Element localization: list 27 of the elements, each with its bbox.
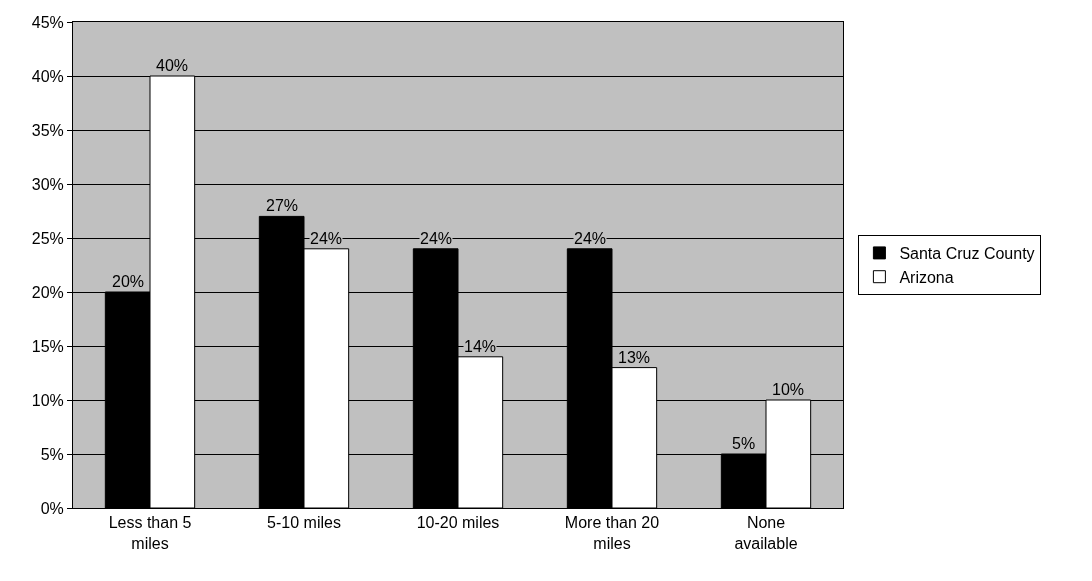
data-label: 14% bbox=[464, 338, 497, 355]
data-label: 40% bbox=[156, 57, 189, 74]
y-tick-label: 5% bbox=[40, 445, 64, 463]
legend-label: Arizona bbox=[899, 268, 954, 286]
x-tick-label: 10-20 miles bbox=[416, 514, 500, 532]
data-label: 27% bbox=[266, 197, 299, 214]
x-tick-label: Less than 5 miles bbox=[108, 514, 192, 552]
y-tick-label: 45% bbox=[31, 13, 64, 31]
data-label: 5% bbox=[732, 435, 756, 452]
data-label: 24% bbox=[574, 230, 607, 247]
y-tick-label: 40% bbox=[31, 67, 64, 85]
data-label: 20% bbox=[112, 273, 145, 290]
x-tick-label: None available bbox=[734, 514, 798, 552]
legend-label: Santa Cruz County bbox=[899, 245, 1035, 263]
y-tick-label: 0% bbox=[40, 499, 64, 517]
y-tick-label: 30% bbox=[31, 175, 64, 193]
data-label: 24% bbox=[310, 230, 343, 247]
data-label: 13% bbox=[618, 349, 651, 366]
y-tick-label: 20% bbox=[31, 283, 64, 301]
y-tick-label: 15% bbox=[31, 337, 64, 355]
x-tick-label: More than 20 miles bbox=[564, 514, 660, 552]
x-tick-label: 5-10 miles bbox=[267, 514, 341, 532]
y-tick-label: 25% bbox=[31, 229, 64, 247]
data-label: 10% bbox=[772, 381, 805, 398]
y-tick-label: 35% bbox=[31, 121, 64, 139]
data-label: 24% bbox=[420, 230, 453, 247]
y-tick-label: 10% bbox=[31, 391, 64, 409]
